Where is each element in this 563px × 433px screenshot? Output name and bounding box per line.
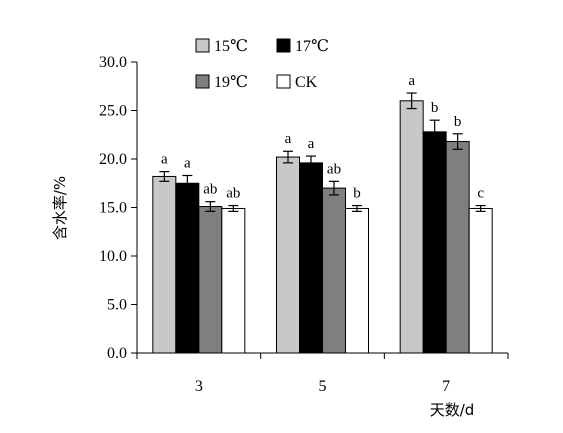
y-axis-title: 含水率/% bbox=[51, 176, 69, 240]
bar-CK-5 bbox=[345, 207, 369, 354]
significance-label: ab bbox=[203, 182, 217, 198]
y-tick-label: 15.0 bbox=[99, 200, 127, 217]
legend-swatch bbox=[195, 38, 210, 53]
axes: 0.0 5.0 10.0 15.0 20.0 25.0 30.0 3 5 7 bbox=[99, 54, 509, 395]
legend-label: 17℃ bbox=[295, 38, 329, 55]
legend-swatch bbox=[195, 74, 210, 89]
y-tick-label: 0.0 bbox=[107, 345, 127, 362]
legend-label: 19℃ bbox=[214, 74, 248, 91]
bar-19℃-3 bbox=[198, 206, 223, 354]
y-tick-label: 30.0 bbox=[99, 54, 127, 71]
bar-CK-3 bbox=[221, 207, 246, 354]
x-axis-title: 天数/d bbox=[430, 401, 475, 419]
legend: 15℃ 17℃ 19℃ CK bbox=[195, 38, 329, 91]
x-tick-label: 7 bbox=[442, 378, 450, 395]
significance-label: b bbox=[454, 114, 462, 130]
bar-19℃-7 bbox=[445, 141, 470, 354]
bars bbox=[152, 92, 493, 354]
significance-label: a bbox=[285, 131, 292, 147]
x-tick-label: 5 bbox=[319, 378, 327, 395]
bar-17℃-5 bbox=[299, 162, 323, 354]
x-tick-label: 3 bbox=[195, 378, 203, 395]
bar-15℃-3 bbox=[152, 175, 177, 354]
bar-CK-7 bbox=[468, 207, 493, 354]
significance-label: a bbox=[184, 155, 191, 171]
y-tick-label: 25.0 bbox=[99, 103, 127, 120]
y-tick-label: 20.0 bbox=[99, 151, 127, 168]
significance-label: a bbox=[308, 136, 315, 152]
significance-label: a bbox=[408, 73, 415, 89]
significance-label: c bbox=[477, 186, 484, 202]
y-tick-label: 10.0 bbox=[99, 248, 127, 265]
y-tick-label: 5.0 bbox=[107, 297, 127, 314]
legend-swatch bbox=[276, 38, 291, 53]
significance-label: ab bbox=[327, 161, 341, 177]
legend-swatch bbox=[276, 74, 291, 89]
bar-17℃-3 bbox=[175, 182, 200, 354]
significance-label: a bbox=[161, 152, 168, 168]
legend-label: CK bbox=[295, 74, 318, 91]
bar-17℃-7 bbox=[422, 131, 447, 354]
significance-label: ab bbox=[226, 186, 240, 202]
significance-label: b bbox=[431, 100, 439, 116]
legend-label: 15℃ bbox=[214, 38, 248, 55]
bar-19℃-5 bbox=[322, 187, 346, 354]
significance-label: b bbox=[353, 186, 361, 202]
bar-15℃-5 bbox=[276, 156, 300, 354]
bar-15℃-7 bbox=[399, 100, 424, 354]
